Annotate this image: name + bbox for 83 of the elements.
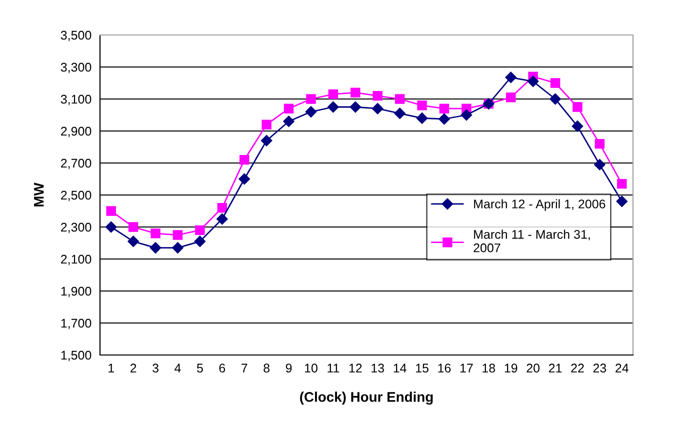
point	[416, 112, 428, 124]
point	[239, 154, 250, 165]
point	[527, 76, 539, 88]
point	[372, 102, 384, 114]
point	[216, 213, 228, 225]
x-tick-label: 14	[394, 364, 406, 372]
point	[350, 88, 360, 98]
point	[106, 221, 117, 233]
x-tick-label: 3	[152, 364, 158, 373]
point	[417, 100, 427, 110]
x-tick-label: 7	[242, 364, 248, 372]
x-tick-label: 2	[130, 364, 136, 372]
point	[572, 102, 582, 112]
point	[128, 236, 139, 248]
y-tick-label: 1,700	[61, 318, 92, 330]
legend-label: March 11 - March 31, 2007	[474, 230, 590, 252]
legend-label: March 12 - April 1, 2006	[474, 199, 606, 211]
y-tick-label: 1,500	[61, 350, 92, 362]
point	[394, 94, 405, 104]
point	[150, 228, 160, 238]
x-tick-label: 19	[504, 364, 518, 373]
point	[439, 104, 450, 114]
point	[194, 236, 206, 248]
y-axis-title: MW	[34, 182, 44, 206]
y-tick-label: 2,300	[61, 222, 92, 234]
x-tick-label: 13	[372, 364, 384, 373]
x-tick-label: 24	[616, 364, 628, 372]
x-tick-label: 5	[196, 364, 203, 373]
y-tick-label: 3,100	[60, 94, 92, 106]
point	[460, 109, 472, 121]
x-tick-label: 17	[460, 364, 473, 372]
point	[262, 120, 272, 130]
point	[106, 206, 116, 216]
x-tick-label: 21	[548, 364, 562, 372]
y-tick-label: 3,300	[60, 62, 92, 74]
y-tick-label: 2,100	[61, 254, 92, 266]
y-tick-label: 2,500	[61, 190, 92, 202]
x-axis-title: (Clock) Hour Ending	[300, 392, 433, 405]
point	[550, 78, 560, 88]
y-tick-label: 2,700	[61, 158, 92, 170]
x-tick-label: 8	[264, 364, 270, 373]
point	[283, 116, 294, 128]
point	[284, 104, 294, 114]
point	[372, 90, 382, 101]
point	[594, 158, 606, 170]
x-tick-label: 23	[593, 364, 606, 373]
x-tick-label: 20	[526, 364, 540, 373]
point	[195, 225, 205, 236]
x-tick-label: 12	[349, 364, 362, 372]
point	[260, 134, 272, 146]
y-tick-label: 3,500	[60, 30, 92, 42]
point	[128, 222, 138, 232]
y-tick-label: 1,900	[61, 286, 92, 298]
point	[506, 92, 516, 102]
point	[238, 173, 250, 185]
x-tick-label: 10	[304, 364, 318, 373]
point	[394, 108, 406, 120]
x-tick-label: 18	[482, 364, 496, 373]
point	[306, 94, 316, 104]
point	[305, 106, 317, 118]
point	[438, 113, 450, 125]
point	[328, 101, 339, 113]
point	[150, 242, 162, 254]
point	[172, 242, 184, 254]
x-tick-label: 15	[416, 364, 428, 373]
point	[617, 178, 627, 189]
x-tick-label: 6	[219, 364, 226, 373]
x-tick-label: 11	[328, 364, 340, 372]
x-tick-label: 1	[108, 364, 114, 372]
point	[594, 138, 605, 149]
point	[328, 89, 338, 100]
point	[616, 196, 628, 208]
point	[550, 93, 561, 105]
y-tick-label: 2,900	[61, 126, 92, 138]
x-tick-label: 22	[571, 364, 584, 372]
point	[350, 101, 361, 113]
point	[572, 120, 584, 132]
x-tick-label: 9	[286, 364, 292, 373]
x-tick-label: 16	[438, 364, 451, 373]
point	[217, 202, 228, 213]
x-tick-label: 4	[174, 364, 181, 372]
point	[505, 72, 516, 84]
point	[172, 230, 183, 240]
